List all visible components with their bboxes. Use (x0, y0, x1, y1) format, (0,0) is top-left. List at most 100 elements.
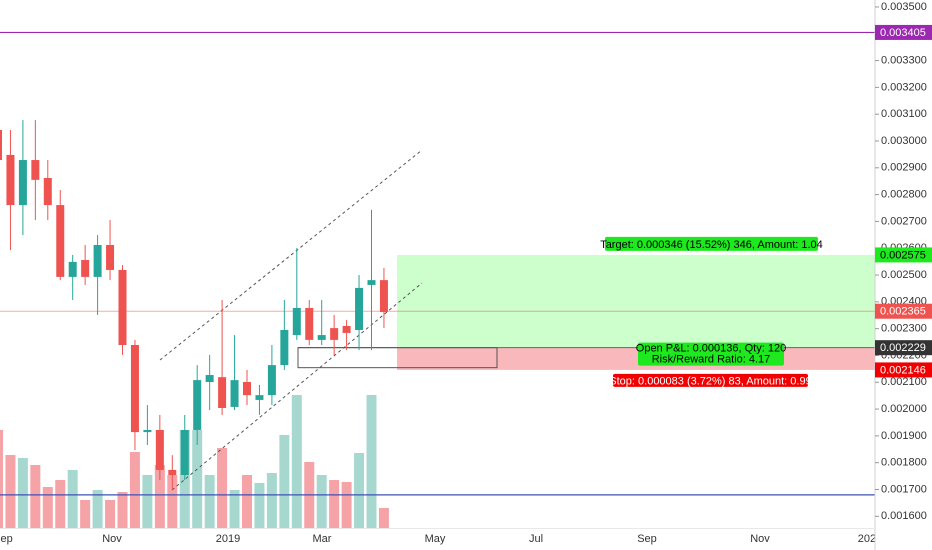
volume-bar (92, 490, 103, 528)
volume-bar (80, 500, 91, 528)
candle-body (143, 429, 152, 433)
entry-price-label: 0.002229 (880, 342, 926, 354)
candle-body (367, 280, 376, 285)
volume-bar (266, 473, 277, 528)
pnl-label: Open P&L: 0.000136, Qty: 120 (636, 343, 786, 355)
y-tick-label: 0.001700 (881, 483, 927, 495)
volume-bar (67, 470, 78, 528)
candle-body (280, 329, 289, 366)
x-tick-label: 2019 (216, 533, 240, 545)
candle-body (193, 380, 202, 430)
target-price-label-box (875, 247, 932, 263)
y-tick-label: 0.002800 (881, 189, 927, 201)
pnl-box (638, 342, 784, 366)
volume-bar (55, 480, 66, 528)
target-zone (397, 254, 875, 348)
candle-body (43, 177, 52, 206)
x-tick-label: Sep (637, 533, 657, 545)
stop-price-label: 0.002146 (880, 364, 926, 376)
last-price-label-box (875, 303, 932, 319)
candle-body (18, 160, 27, 206)
volume-bar (142, 475, 153, 528)
x-tick-label: Sep (0, 533, 13, 545)
y-tick-label: 0.001600 (881, 510, 927, 522)
channel-lower (171, 282, 423, 491)
level-price-label: 0.003405 (880, 27, 926, 39)
volume-bar (204, 475, 215, 528)
volume-bar (341, 482, 352, 528)
candle-body (93, 245, 102, 277)
volume-bar (42, 487, 53, 528)
y-tick-label: 0.001800 (881, 457, 927, 469)
y-tick-label: 0.002000 (881, 403, 927, 415)
candle-body (355, 287, 364, 330)
volume-bar (17, 458, 28, 528)
x-tick-label: Mar (313, 533, 332, 545)
y-tick-label: 0.002700 (881, 215, 927, 227)
candle-body (81, 260, 90, 277)
y-tick-label: 0.002500 (881, 269, 927, 281)
candle-body (205, 375, 214, 382)
channel-upper (159, 149, 423, 361)
candle-body (317, 335, 326, 340)
target-label-box (605, 236, 818, 251)
volume-bar (192, 430, 203, 528)
plot-area: Sep Nov 2019 Mar May Jul Sep Nov 2020 Target: 0.0… (0, 31, 875, 545)
volume-bar (217, 448, 228, 528)
volume-bar (105, 500, 116, 528)
candle-body (130, 344, 139, 433)
y-tick-label: 0.003500 (881, 1, 927, 13)
rr-label: Risk/Reward Ratio: 4.17 (652, 354, 771, 366)
last-price-label: 0.002365 (880, 306, 926, 318)
candle-body (255, 395, 264, 400)
candle-body (68, 261, 77, 277)
volume-bar (117, 492, 128, 528)
y-tick-label: 0.003000 (881, 135, 927, 147)
range-box (297, 347, 498, 369)
volume-bar (5, 455, 16, 528)
volume-bar (316, 475, 327, 528)
candle-body (118, 269, 127, 345)
volume-bar (154, 465, 165, 528)
candle-body (0, 130, 2, 161)
volume-bar (167, 475, 178, 528)
volume-bar (129, 452, 140, 528)
volume-bar (0, 430, 3, 528)
candle-body (342, 325, 351, 333)
x-tick-label: Jul (529, 533, 543, 545)
y-tick-label: 0.002300 (881, 323, 927, 335)
candle-body (180, 429, 189, 476)
target-price-label: 0.002575 (880, 249, 926, 261)
candle-body (379, 280, 388, 313)
candle-body (292, 308, 301, 336)
volume-bar (229, 490, 240, 528)
volume-bar (291, 395, 302, 528)
volume-bar (329, 480, 340, 528)
volume-bar (354, 453, 365, 528)
candle-body (218, 377, 227, 408)
candle-body (267, 365, 276, 396)
candle-body (56, 205, 65, 277)
level-price-label-box (875, 24, 932, 40)
y-tick-label: 0.003100 (881, 108, 927, 120)
volume-bar (30, 465, 41, 528)
y-tick-label: 0.003200 (881, 81, 927, 93)
x-tick-label: Nov (750, 533, 770, 545)
volume-bar (366, 395, 377, 528)
volume-bar (378, 508, 389, 528)
y-tick-label: 0.001900 (881, 430, 927, 442)
y-tick-label: 0.002900 (881, 162, 927, 174)
candle-body (305, 308, 314, 340)
candle-body (155, 429, 164, 470)
candle-body (106, 245, 115, 270)
volume-bar (254, 483, 265, 528)
candle-body (168, 469, 177, 476)
candle-body (243, 381, 251, 396)
candle-body (330, 328, 339, 340)
x-tick-label: Nov (102, 533, 122, 545)
y-tick-label: 0.002100 (881, 376, 927, 388)
stop-label-box (613, 373, 808, 387)
volume-bar (279, 435, 290, 528)
x-tick-label: May (425, 533, 446, 545)
